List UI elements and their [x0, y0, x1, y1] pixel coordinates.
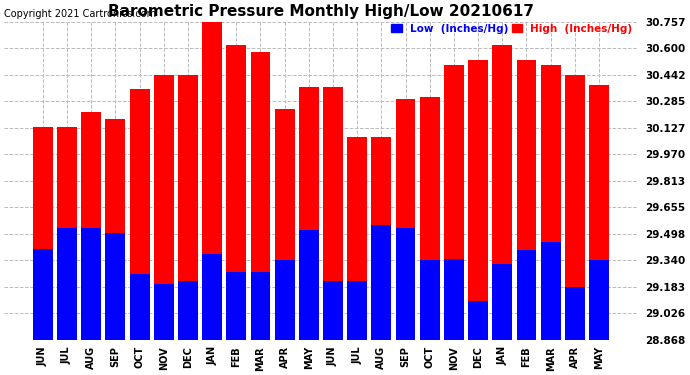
Bar: [395, 228, 415, 375]
Bar: [517, 60, 536, 375]
Bar: [371, 138, 391, 375]
Bar: [444, 259, 464, 375]
Text: Copyright 2021 Cartronics.com: Copyright 2021 Cartronics.com: [4, 9, 157, 18]
Bar: [541, 65, 560, 375]
Title: Barometric Pressure Monthly High/Low 20210617: Barometric Pressure Monthly High/Low 202…: [108, 4, 534, 19]
Bar: [347, 280, 367, 375]
Bar: [154, 284, 174, 375]
Bar: [275, 109, 295, 375]
Bar: [275, 261, 295, 375]
Bar: [226, 272, 246, 375]
Bar: [299, 87, 319, 375]
Bar: [420, 261, 440, 375]
Bar: [493, 264, 512, 375]
Bar: [202, 254, 222, 375]
Bar: [33, 128, 53, 375]
Bar: [589, 261, 609, 375]
Bar: [202, 21, 222, 375]
Bar: [469, 60, 488, 375]
Bar: [57, 228, 77, 375]
Bar: [106, 234, 126, 375]
Legend: Low  (Inches/Hg), High  (Inches/Hg): Low (Inches/Hg), High (Inches/Hg): [391, 24, 633, 34]
Bar: [106, 119, 126, 375]
Bar: [323, 87, 343, 375]
Bar: [565, 287, 584, 375]
Bar: [178, 75, 198, 375]
Bar: [154, 75, 174, 375]
Bar: [81, 228, 101, 375]
Bar: [444, 65, 464, 375]
Bar: [395, 99, 415, 375]
Bar: [250, 272, 270, 375]
Bar: [565, 75, 584, 375]
Bar: [517, 251, 536, 375]
Bar: [420, 97, 440, 375]
Bar: [33, 249, 53, 375]
Bar: [81, 112, 101, 375]
Bar: [493, 45, 512, 375]
Bar: [57, 128, 77, 375]
Bar: [469, 301, 488, 375]
Bar: [347, 138, 367, 375]
Bar: [130, 274, 150, 375]
Bar: [589, 85, 609, 375]
Bar: [130, 88, 150, 375]
Bar: [371, 225, 391, 375]
Bar: [541, 242, 560, 375]
Bar: [250, 51, 270, 375]
Bar: [299, 230, 319, 375]
Bar: [323, 280, 343, 375]
Bar: [178, 280, 198, 375]
Bar: [226, 45, 246, 375]
